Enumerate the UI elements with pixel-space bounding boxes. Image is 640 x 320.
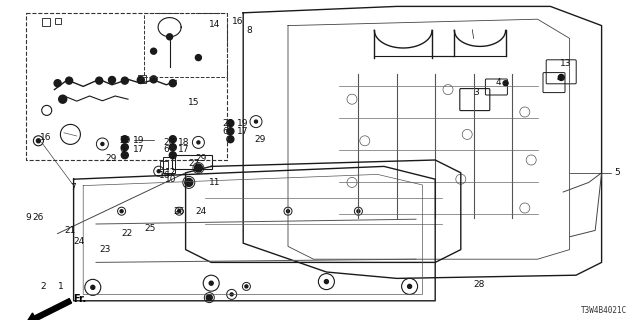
Bar [42, 19, 50, 27]
Text: 29: 29 [195, 154, 207, 163]
Circle shape [209, 281, 213, 285]
Circle shape [170, 152, 176, 159]
Text: 20: 20 [119, 136, 131, 145]
Circle shape [122, 77, 128, 84]
Text: Fr.: Fr. [74, 294, 87, 304]
Text: 16: 16 [232, 17, 243, 26]
Text: 8: 8 [246, 26, 252, 35]
Text: 22: 22 [122, 229, 133, 238]
Circle shape [157, 170, 160, 173]
Circle shape [59, 95, 67, 103]
Circle shape [54, 80, 61, 87]
Text: 17: 17 [133, 145, 145, 154]
Circle shape [150, 76, 157, 83]
Text: 13: 13 [560, 59, 572, 68]
Circle shape [138, 76, 144, 84]
Text: 4: 4 [557, 74, 563, 83]
Circle shape [66, 77, 72, 84]
Circle shape [122, 136, 128, 143]
Circle shape [120, 210, 123, 213]
Text: 6: 6 [164, 145, 170, 154]
Circle shape [227, 120, 234, 127]
FancyArrow shape [26, 299, 72, 320]
Circle shape [170, 80, 176, 87]
Text: 24: 24 [195, 207, 207, 216]
Circle shape [230, 293, 233, 296]
Text: 19: 19 [133, 136, 145, 145]
Circle shape [245, 285, 248, 288]
Text: T3W4B4021C: T3W4B4021C [581, 306, 627, 315]
Text: 16: 16 [159, 171, 170, 180]
Text: 6: 6 [119, 145, 125, 154]
Circle shape [122, 144, 128, 151]
Text: 5: 5 [614, 168, 620, 177]
Bar [54, 18, 61, 24]
Circle shape [503, 81, 508, 86]
Text: 2: 2 [40, 282, 46, 291]
Text: 6: 6 [223, 127, 228, 136]
Circle shape [185, 179, 193, 186]
Circle shape [197, 141, 200, 144]
Text: 10: 10 [165, 175, 177, 184]
Text: 20: 20 [223, 119, 234, 128]
Text: 1: 1 [58, 282, 63, 291]
Circle shape [357, 210, 360, 213]
Circle shape [170, 144, 176, 151]
Text: 21: 21 [64, 226, 76, 235]
Circle shape [195, 55, 202, 60]
Text: 14: 14 [209, 20, 221, 28]
Circle shape [178, 210, 180, 213]
Circle shape [36, 139, 40, 143]
Circle shape [96, 77, 102, 84]
Text: 16: 16 [40, 133, 51, 142]
Circle shape [150, 48, 157, 54]
Text: 28: 28 [474, 280, 485, 289]
Circle shape [324, 280, 328, 284]
Circle shape [122, 152, 128, 159]
Text: 20: 20 [164, 138, 175, 147]
Circle shape [227, 128, 234, 135]
Text: 17: 17 [237, 127, 248, 136]
Text: 7: 7 [70, 183, 76, 192]
Text: 4: 4 [496, 78, 502, 87]
Circle shape [195, 164, 202, 172]
Circle shape [166, 34, 173, 40]
Text: 19: 19 [237, 119, 248, 128]
Circle shape [408, 284, 412, 288]
Circle shape [170, 136, 176, 143]
Bar [172, 155, 212, 169]
Text: 24: 24 [74, 237, 85, 246]
Text: 25: 25 [144, 224, 156, 233]
Text: 11: 11 [209, 178, 220, 187]
Text: 27: 27 [189, 159, 200, 168]
Text: 26: 26 [32, 213, 44, 222]
Circle shape [558, 75, 564, 80]
Circle shape [227, 136, 234, 143]
Text: 15: 15 [188, 98, 200, 107]
Circle shape [91, 285, 95, 289]
Text: 29: 29 [255, 135, 266, 144]
Text: 18: 18 [178, 138, 189, 147]
Circle shape [287, 210, 289, 213]
Circle shape [109, 76, 115, 84]
Circle shape [255, 120, 257, 123]
Circle shape [101, 142, 104, 146]
Text: 26: 26 [173, 207, 185, 216]
Text: 29: 29 [106, 154, 117, 163]
Bar [160, 161, 168, 169]
Text: 17: 17 [178, 145, 189, 154]
Circle shape [206, 295, 212, 300]
Text: 23: 23 [99, 245, 111, 254]
Text: 9: 9 [25, 213, 31, 222]
Bar [163, 157, 175, 173]
Text: 3: 3 [474, 88, 479, 97]
Text: 12: 12 [165, 168, 177, 177]
Bar [138, 76, 146, 84]
